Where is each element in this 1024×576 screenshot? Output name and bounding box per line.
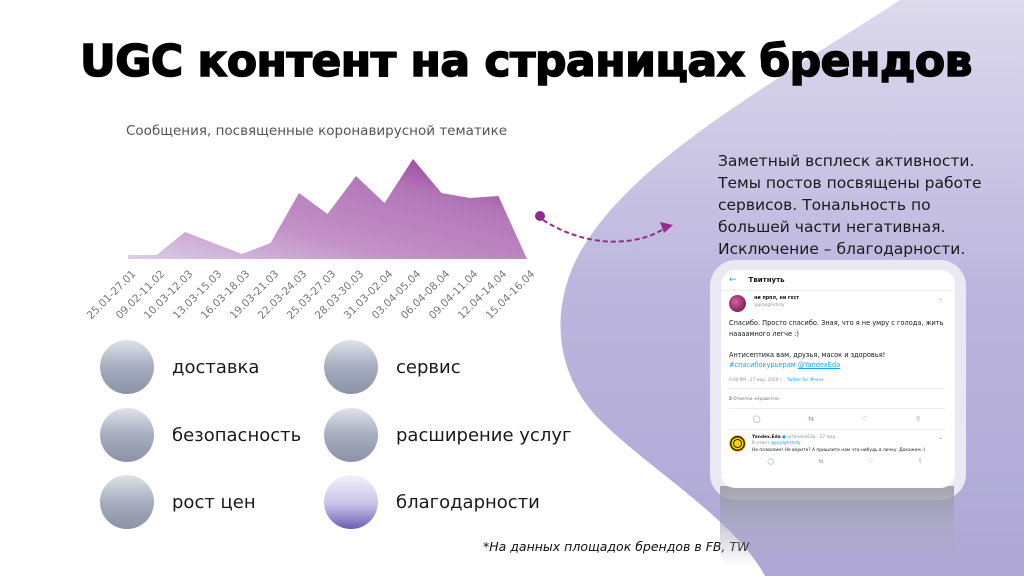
footnote: *На данных площадок брендов в FB, TW: [483, 539, 750, 554]
arrow-start-dot: [535, 211, 545, 221]
circle-icon: [324, 475, 378, 529]
circle-icon: [100, 340, 154, 394]
arrow-head-icon: [660, 222, 673, 233]
tweet-reflection: [720, 486, 954, 566]
reply-actions: ◯ ⇆ ♡ ⇧: [721, 454, 955, 465]
legend-item: расширение услуг: [324, 408, 571, 462]
circle-icon: [100, 408, 154, 462]
mention-link[interactable]: @YandexEda: [797, 361, 841, 369]
tweet-meta: 6:00 PM · 27 мар. 2020 г. · Twitter for …: [729, 377, 945, 389]
tweet: ни прпл, ни гхст @prplghstrdy ⌄ Спасибо. …: [721, 291, 955, 430]
tweet-actions: ◯ ⇆ ♡ ⇧: [729, 409, 945, 430]
page-title: UGC контент на страницах брендов: [79, 35, 973, 88]
share-icon[interactable]: ⇧: [915, 414, 922, 423]
circle-icon: [100, 475, 154, 529]
like-icon[interactable]: ♡: [861, 414, 868, 423]
like-icon[interactable]: ♡: [867, 458, 874, 466]
reply-tweet: Yandex.Eda ● @YandexEda · 27 мар. В отве…: [721, 430, 955, 455]
reply-icon[interactable]: ◯: [767, 458, 774, 466]
legend-item: сервис: [324, 340, 461, 394]
chevron-down-icon[interactable]: ⌄: [937, 433, 943, 441]
retweet-icon[interactable]: ⇆: [808, 414, 815, 423]
legend-item: рост цен: [100, 475, 256, 529]
chevron-down-icon[interactable]: ⌄: [937, 295, 943, 302]
description-text: Заметный всплеск активности. Темы постов…: [718, 152, 982, 258]
reply-icon[interactable]: ◯: [752, 414, 761, 423]
legend-item: благодарности: [324, 475, 540, 529]
retweet-icon[interactable]: ⇆: [818, 458, 824, 466]
back-arrow-icon[interactable]: ←: [729, 275, 737, 285]
share-icon[interactable]: ⇧: [917, 458, 923, 466]
chart-title: Сообщения, посвященные коронавирусной те…: [126, 123, 508, 139]
dashed-arrow: [542, 219, 666, 243]
tweet-text: Спасибо. Просто спасибо. Зная, что я не …: [729, 319, 944, 369]
yandex-eda-avatar: [729, 434, 746, 452]
verified-icon: ●: [782, 434, 786, 440]
tweet-screenshot: ← Твитнуть ни прпл, ни гхст @prplghstrdy …: [721, 270, 955, 488]
circle-icon: [324, 340, 378, 394]
circle-icon: [324, 408, 378, 462]
legend-item: доставка: [100, 340, 259, 394]
avatar: [729, 295, 746, 312]
legend-item: безопасность: [100, 408, 301, 462]
chart-area: [128, 159, 527, 259]
tweet-header: ← Твитнуть: [721, 270, 955, 291]
hashtag-link[interactable]: #спасибокурьерам: [729, 361, 796, 369]
likes-count: 5 Отметки «Нравится»: [729, 389, 945, 409]
